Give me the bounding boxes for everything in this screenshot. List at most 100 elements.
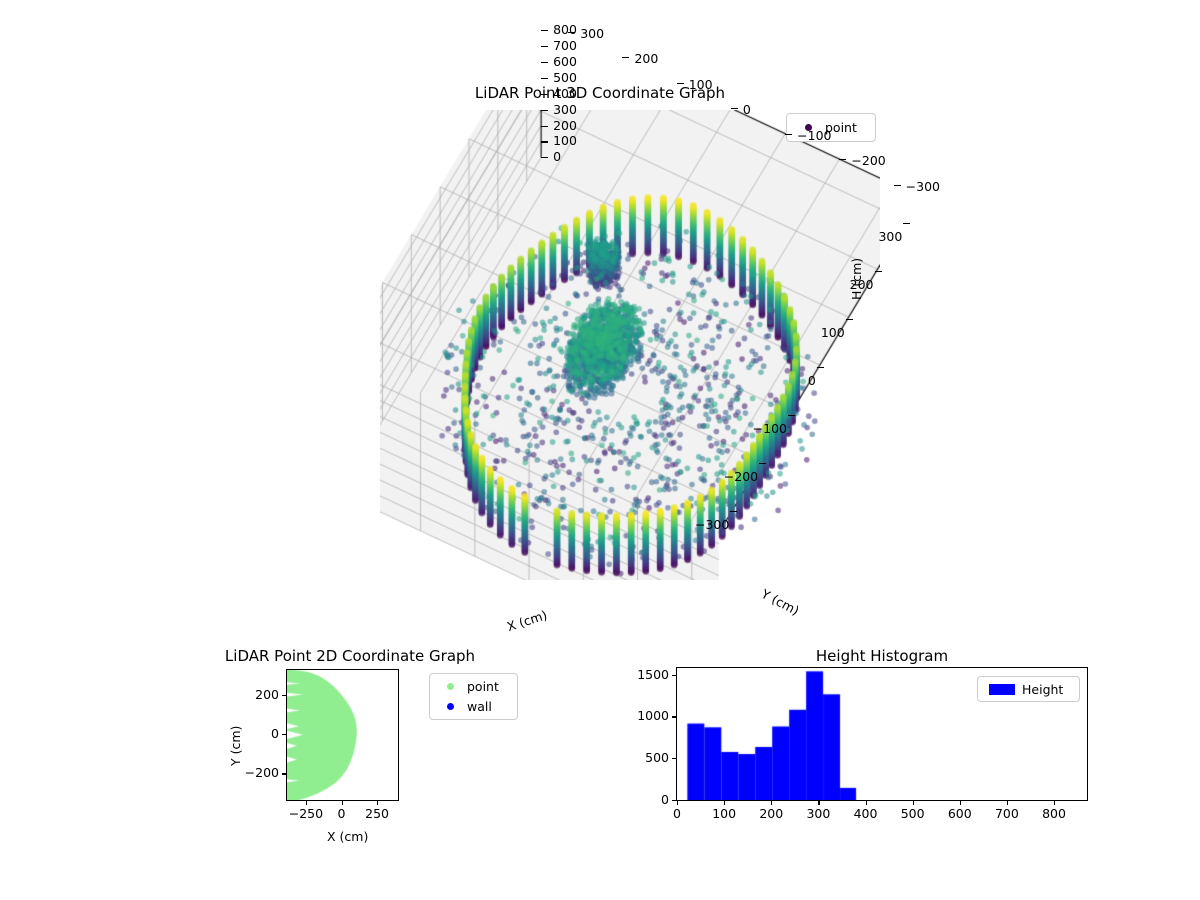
tick-mark bbox=[730, 510, 738, 512]
tick-mark bbox=[865, 801, 867, 805]
y-tick-−200: −200 bbox=[851, 153, 886, 169]
x-tick-300: 300 bbox=[878, 229, 903, 245]
tick-mark bbox=[568, 31, 576, 33]
tick-mark bbox=[541, 141, 549, 143]
tick-mark bbox=[341, 801, 343, 805]
y-tick-2d-200: 200 bbox=[255, 686, 279, 702]
legend-item-height[interactable]: Height bbox=[982, 677, 1075, 701]
x-tick-0: 0 bbox=[807, 373, 816, 389]
title-3d: LiDAR Point 3D Coordinate Graph bbox=[474, 84, 726, 102]
y-tick-hist-1500: 1500 bbox=[637, 666, 669, 682]
tick-mark bbox=[845, 319, 853, 321]
tick-mark bbox=[839, 159, 847, 161]
y-tick-2d-0: 0 bbox=[271, 726, 279, 741]
tick-mark bbox=[893, 184, 901, 186]
axes-3d[interactable] bbox=[380, 110, 880, 580]
tick-mark bbox=[282, 694, 286, 696]
tick-mark bbox=[676, 82, 684, 84]
legend-label-point: point bbox=[825, 120, 857, 135]
tick-mark bbox=[787, 414, 795, 417]
tick-mark bbox=[816, 367, 824, 369]
z-tick-100: 100 bbox=[553, 133, 577, 149]
legend-item-point[interactable]: point bbox=[791, 114, 871, 141]
axes-2d[interactable] bbox=[286, 669, 399, 801]
x-tick-hist-200: 200 bbox=[759, 806, 784, 821]
tick-mark bbox=[541, 93, 549, 95]
tick-mark bbox=[759, 462, 767, 465]
tick-mark bbox=[377, 801, 379, 805]
legend-label-wall-2d: wall bbox=[467, 699, 492, 714]
y-axis-label-2d: Y (cm) bbox=[228, 725, 243, 766]
height-bar-icon bbox=[982, 683, 1022, 695]
x-axis-label-3d: X (cm) bbox=[505, 607, 549, 635]
tick-mark bbox=[282, 773, 286, 775]
axes-histogram[interactable] bbox=[676, 667, 1088, 801]
tick-mark bbox=[1006, 801, 1009, 805]
z-tick-300: 300 bbox=[553, 101, 577, 117]
x-tick-−100: −100 bbox=[752, 420, 787, 436]
tick-mark bbox=[541, 46, 549, 48]
tick-mark bbox=[541, 77, 549, 80]
y-tick-2d-−200: −200 bbox=[244, 765, 279, 781]
z-tick-700: 700 bbox=[553, 38, 577, 54]
tick-mark bbox=[672, 800, 676, 802]
y-tick-0: 0 bbox=[742, 102, 751, 118]
x-tick-200: 200 bbox=[849, 277, 874, 293]
x-tick-2d-0: 0 bbox=[337, 806, 346, 821]
legend-label-point-2d: point bbox=[467, 679, 499, 694]
tick-mark bbox=[724, 801, 726, 805]
y-tick-hist-1000: 1000 bbox=[637, 708, 669, 724]
scatter-2d-plot-area[interactable] bbox=[287, 670, 398, 800]
legend-label-height: Height bbox=[1022, 681, 1064, 697]
x-tick-hist-0: 0 bbox=[673, 806, 681, 821]
tick-mark bbox=[677, 801, 679, 805]
tick-mark bbox=[305, 801, 308, 805]
x-axis-label-2d: X (cm) bbox=[327, 829, 369, 844]
y-tick-300: 300 bbox=[580, 25, 605, 41]
tick-mark bbox=[730, 108, 738, 110]
tick-mark bbox=[541, 30, 549, 32]
tick-mark bbox=[622, 57, 630, 59]
y-tick-hist-500: 500 bbox=[645, 750, 669, 766]
x-tick-−300: −300 bbox=[694, 516, 730, 532]
legend-2d[interactable]: point wall bbox=[429, 673, 518, 720]
x-tick-hist-500: 500 bbox=[900, 806, 925, 821]
x-tick-hist-300: 300 bbox=[806, 806, 831, 821]
tick-mark bbox=[785, 133, 793, 135]
tick-mark bbox=[959, 801, 961, 805]
tick-mark bbox=[672, 716, 676, 718]
tick-mark bbox=[874, 271, 882, 273]
x-tick-100: 100 bbox=[820, 325, 845, 341]
legend-item-point-2d[interactable]: point bbox=[433, 677, 514, 697]
x-tick-2d-250: 250 bbox=[365, 806, 389, 821]
tick-mark bbox=[541, 61, 549, 64]
tick-mark bbox=[541, 157, 549, 159]
x-tick-hist-700: 700 bbox=[994, 806, 1019, 821]
scatter-3d-plot-area[interactable] bbox=[380, 110, 880, 580]
tick-mark bbox=[282, 734, 286, 736]
z-tick-800: 800 bbox=[553, 22, 577, 38]
tick-mark bbox=[672, 758, 676, 760]
title-histogram: Height Histogram bbox=[815, 647, 949, 665]
y-tick-hist-0: 0 bbox=[661, 792, 669, 807]
legend-item-wall-2d[interactable]: wall bbox=[433, 697, 514, 717]
y-axis-label-3d: Y (cm) bbox=[758, 586, 802, 619]
z-tick-0: 0 bbox=[553, 149, 562, 165]
tick-mark bbox=[672, 674, 676, 676]
tick-mark bbox=[541, 125, 549, 127]
x-tick-2d-−250: −250 bbox=[288, 806, 324, 821]
y-tick-−100: −100 bbox=[797, 127, 832, 143]
z-tick-500: 500 bbox=[553, 69, 577, 85]
x-tick-−200: −200 bbox=[723, 468, 759, 484]
legend-histogram[interactable]: Height bbox=[977, 676, 1080, 702]
legend-3d[interactable]: point bbox=[786, 113, 876, 142]
x-tick-hist-100: 100 bbox=[712, 806, 737, 821]
z-tick-200: 200 bbox=[553, 117, 577, 133]
y-tick-−300: −300 bbox=[905, 178, 940, 194]
tick-mark bbox=[771, 801, 773, 805]
wall-marker-icon bbox=[433, 703, 467, 710]
point-marker-icon bbox=[791, 124, 825, 131]
tick-mark bbox=[818, 801, 820, 805]
z-tick-600: 600 bbox=[553, 53, 577, 69]
